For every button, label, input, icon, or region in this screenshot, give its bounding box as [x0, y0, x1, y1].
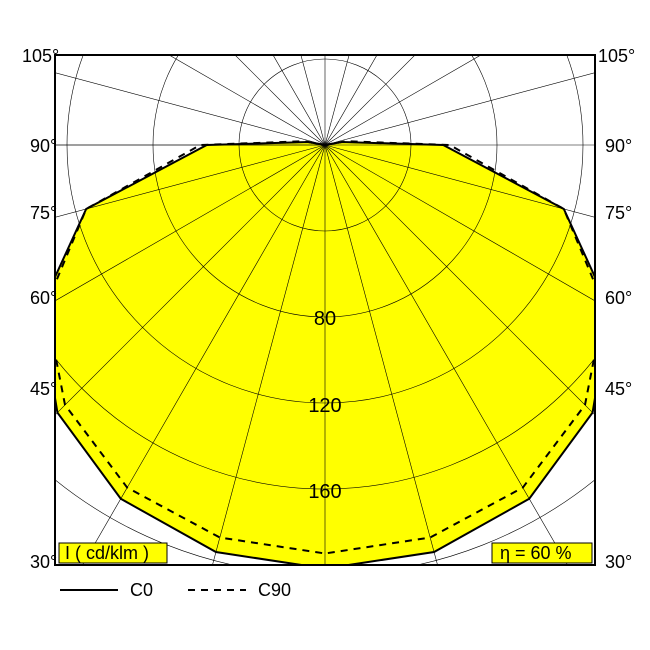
- angle-label-left: 60°: [30, 288, 57, 308]
- eta-label: η = 60 %: [500, 543, 572, 563]
- angle-label-left: 30°: [30, 552, 57, 572]
- angle-label-right: 105°: [598, 46, 635, 66]
- grid-ray: [325, 0, 648, 145]
- angle-label-left: 90°: [30, 136, 57, 156]
- grid-ray: [325, 0, 650, 145]
- ring-label: 160: [308, 481, 341, 503]
- grid-ray: [3, 0, 326, 145]
- angle-label-right: 90°: [605, 136, 632, 156]
- polar-chart-container: 80 120 160 105° 105° 90° 90° 75° 75° 60° 60° 45° 45°…: [0, 0, 650, 650]
- polar-chart-svg: 80 120 160 105° 105° 90° 90° 75° 75° 60° 60° 45° 45°…: [0, 0, 650, 650]
- legend-label-c90: C90: [258, 580, 291, 600]
- legend-label-c0: C0: [130, 580, 153, 600]
- angle-label-left: 105°: [22, 46, 59, 66]
- grid-ray: [0, 0, 325, 145]
- angle-label-right: 45°: [605, 379, 632, 399]
- ring-label: 80: [314, 308, 336, 330]
- angle-label-right: 60°: [605, 288, 632, 308]
- ring-label: 120: [308, 395, 341, 417]
- angle-label-right: 30°: [605, 552, 632, 572]
- unit-label: I ( cd/klm ): [65, 543, 149, 563]
- grid-ray: [0, 0, 325, 145]
- angle-label-left: 75°: [30, 203, 57, 223]
- grid-ray: [325, 0, 650, 145]
- grid-ray: [325, 0, 650, 145]
- angle-label-right: 75°: [605, 203, 632, 223]
- angle-label-left: 45°: [30, 379, 57, 399]
- grid-ray: [0, 0, 325, 145]
